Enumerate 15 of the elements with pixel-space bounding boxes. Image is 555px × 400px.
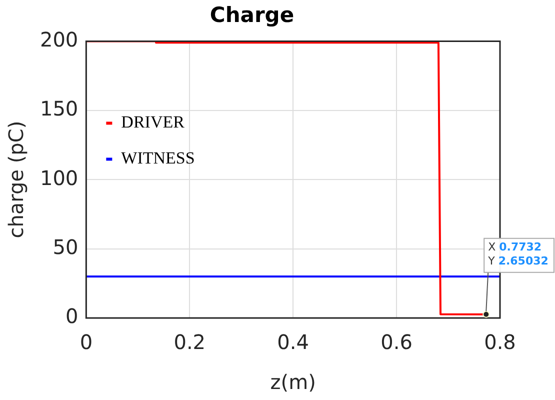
legend-label: WITNESS [121, 148, 195, 168]
y-tick-label: 0 [65, 304, 78, 328]
y-tick-label: 50 [52, 235, 78, 260]
chart-title: Charge [210, 3, 294, 28]
annotation: X 0.7732 Y 2.65032 [487, 240, 548, 268]
legend-label: DRIVER [121, 112, 186, 132]
y-tick-label: 150 [40, 96, 78, 121]
x-tick-label: 0.4 [277, 330, 309, 354]
y-tick-label: 100 [40, 166, 78, 190]
y-axis-title: charge (pC) [4, 120, 28, 238]
x-tick-label: 0.8 [484, 330, 516, 354]
y-tick-label: 200 [40, 27, 78, 52]
x-axis-title: z(m) [270, 370, 316, 394]
x-tick-label: 0.6 [380, 330, 412, 354]
x-tick-label: 0.2 [174, 330, 206, 354]
